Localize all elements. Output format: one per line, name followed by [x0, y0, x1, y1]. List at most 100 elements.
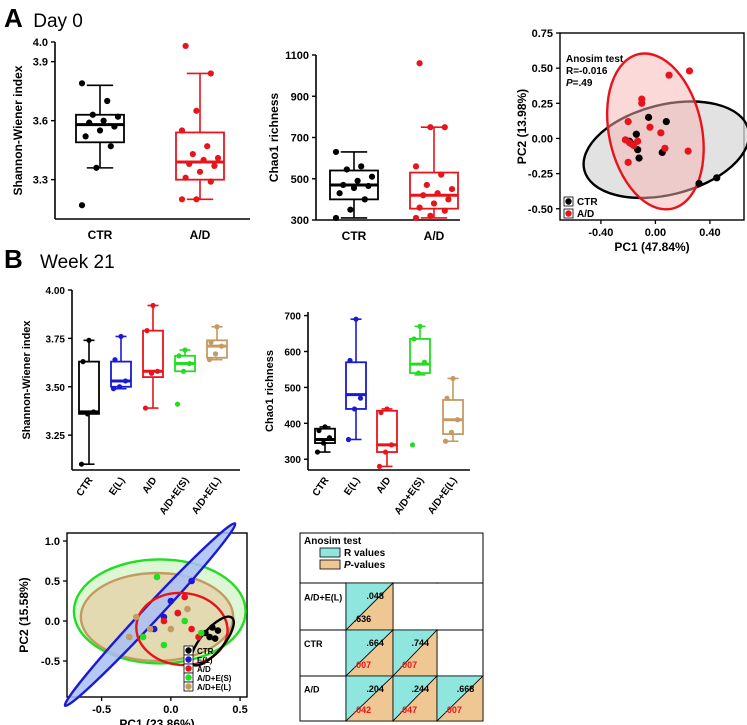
y-tick-label: -0.5	[41, 656, 60, 668]
data-point	[104, 97, 111, 105]
r-value: .204	[366, 684, 384, 694]
y-axis-label: Shannon-Wiener index	[11, 65, 25, 195]
data-point	[416, 204, 423, 211]
anosim-cell: .048 .636	[345, 582, 394, 631]
data-point	[193, 107, 200, 114]
x-tick-label: E(L)	[342, 475, 362, 497]
y-tick-label: 3.75	[46, 334, 66, 345]
legend-marker	[185, 656, 192, 663]
data-point	[427, 212, 434, 219]
box-a-d	[142, 302, 164, 411]
y-tick-label: 0.0	[45, 616, 60, 628]
data-point	[200, 156, 207, 164]
y-tick-label: 3.6	[33, 116, 48, 128]
box-a-d-e-s	[409, 323, 431, 448]
data-point	[174, 609, 182, 617]
data-point	[80, 359, 86, 365]
legend-p-text: -values	[351, 560, 386, 571]
p-value: .007	[444, 705, 462, 715]
data-point	[122, 378, 129, 384]
data-point	[204, 143, 211, 150]
data-point	[415, 370, 422, 376]
data-point	[126, 633, 133, 641]
y-tick-label: 4.0	[33, 37, 48, 49]
data-point	[326, 435, 333, 441]
data-point	[211, 162, 218, 169]
data-point	[354, 177, 361, 184]
data-point	[314, 449, 321, 455]
y-axis-label: Chao1 richness	[264, 350, 276, 432]
y-tick-label: 3.50	[46, 383, 66, 394]
data-point	[196, 168, 204, 175]
data-point	[411, 336, 417, 342]
p-value: .636	[354, 614, 372, 624]
data-point	[207, 70, 214, 77]
anosim-cell: .668 .007	[436, 675, 484, 722]
chart-w21-shannon: 3.25 3.50 3.75 4.00 Shannon-Wiener index CTR E…	[21, 286, 240, 517]
y-tick-label: 4.00	[46, 286, 66, 297]
legend-p-italic: P	[344, 560, 351, 571]
data-point	[188, 625, 195, 633]
legend-r-swatch	[319, 547, 341, 558]
data-point	[208, 339, 214, 345]
anosim-p-value: P=.49	[566, 78, 593, 89]
data-point	[388, 442, 395, 448]
legend-r-label: R values	[344, 548, 386, 559]
data-point	[365, 182, 372, 190]
data-point	[111, 123, 118, 130]
data-point	[96, 127, 104, 134]
data-point	[634, 137, 642, 145]
data-point	[214, 627, 222, 634]
data-point	[160, 617, 168, 625]
data-point	[635, 154, 643, 162]
data-point	[193, 196, 200, 203]
chart-day0-pcoa: -0.40 0.00 0.40 0.75 0.50 0.25 0.00 -0.25 -0.50 P…	[515, 28, 747, 254]
box-iqr	[409, 171, 459, 210]
box-iqr	[110, 360, 132, 388]
box-ctr	[314, 424, 336, 455]
data-point	[181, 593, 188, 601]
data-point	[209, 624, 216, 631]
data-point	[632, 130, 640, 138]
x-tick-label: 0.40	[699, 227, 720, 239]
x-tick-label: A/D+E(S)	[158, 475, 192, 517]
panel-b-title: Week 21	[40, 252, 115, 273]
data-point	[316, 427, 322, 434]
x-axis-label: PC1 (23.86%)	[119, 717, 194, 725]
data-point	[438, 171, 445, 178]
y-tick-label: 700	[284, 312, 301, 323]
data-point	[420, 192, 427, 199]
x-tick-label: A/D	[424, 229, 445, 243]
data-point	[441, 124, 448, 131]
x-tick-label: CTR	[311, 475, 332, 499]
header-cell	[300, 533, 483, 583]
data-point	[116, 384, 123, 390]
data-point	[146, 625, 154, 633]
data-point	[160, 641, 168, 649]
data-point	[347, 206, 354, 213]
x-tick-label: CTR	[342, 229, 367, 243]
data-point	[214, 324, 220, 330]
legend-marker	[185, 674, 192, 681]
data-point	[181, 617, 188, 625]
box-ctr	[75, 80, 125, 209]
data-point	[182, 347, 188, 353]
data-point	[382, 449, 389, 455]
data-point	[430, 200, 438, 207]
box-ctr	[329, 148, 379, 222]
data-point	[448, 185, 456, 193]
ellipse-a-d	[135, 591, 229, 667]
data-point	[212, 351, 219, 357]
x-tick-label: -0.5	[92, 704, 111, 716]
data-point	[188, 577, 195, 585]
x-tick-label: CTR	[75, 475, 96, 499]
data-point	[638, 95, 646, 103]
y-tick-label: 400	[284, 419, 301, 430]
box-iqr	[142, 329, 164, 378]
box-iqr	[78, 360, 100, 415]
data-point	[361, 196, 368, 203]
y-tick-label: 0.25	[532, 98, 553, 110]
data-point	[427, 124, 434, 131]
